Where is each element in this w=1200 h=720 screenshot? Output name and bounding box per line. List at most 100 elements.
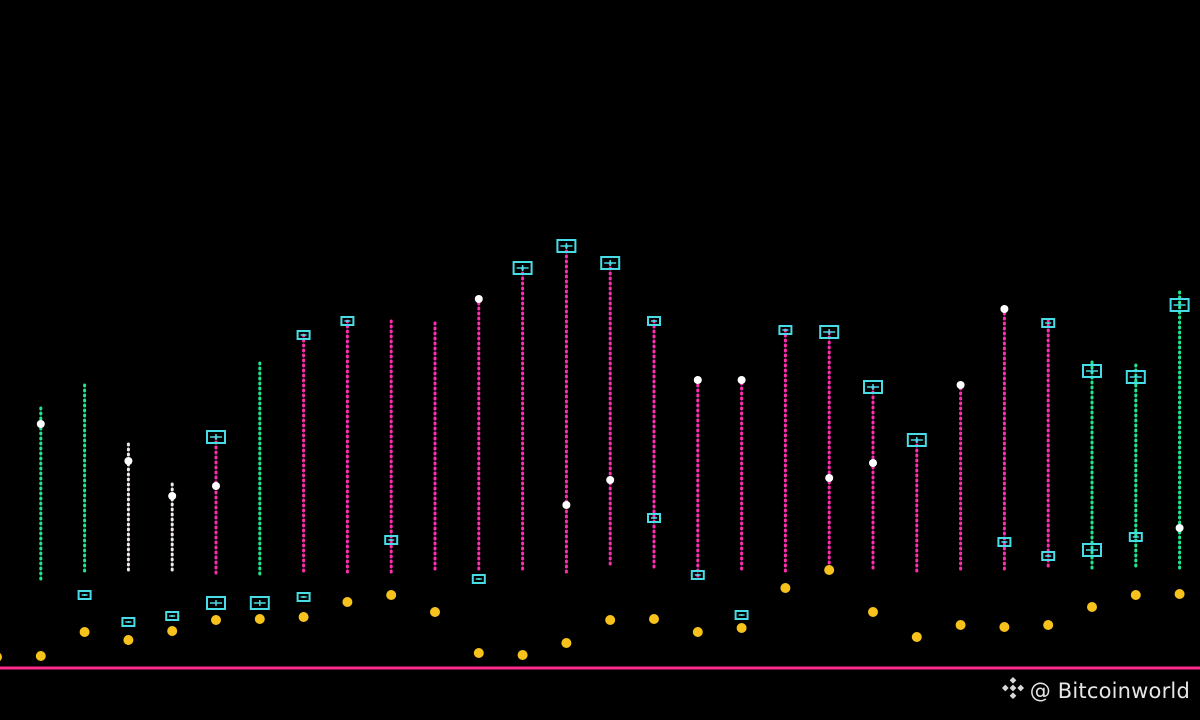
column-17 [734,376,749,633]
low-marker [167,626,178,636]
highlight-dot [212,482,220,490]
column-13 [556,239,577,648]
box-marker [512,261,533,275]
box-marker [1082,543,1102,557]
column-19 [819,325,840,575]
low-marker [780,583,791,593]
low-marker [0,653,2,661]
low-marker [517,650,528,660]
small-box-marker [1128,532,1143,542]
small-box-marker [1041,551,1056,561]
box-marker [206,430,226,444]
highlight-dot [606,476,615,484]
column-0 [0,653,2,661]
low-marker [1174,589,1185,599]
column-14 [600,256,621,625]
highlight-dot [825,474,834,482]
column-6 [249,361,270,624]
highlight-dot [36,420,45,428]
column-4 [165,482,180,636]
box-marker [600,256,621,270]
column-1 [35,406,46,661]
low-marker [911,632,922,642]
low-marker [999,622,1010,632]
low-marker [211,615,221,625]
small-box-marker [1041,318,1056,328]
low-marker [736,623,747,633]
binance-diamond-icon [1000,675,1026,706]
low-marker [955,620,966,630]
low-marker [254,614,265,624]
column-8 [340,316,355,607]
column-25 [1082,360,1102,612]
highlight-dot [562,501,571,509]
watermark: @ Bitcoinworld [1000,675,1190,706]
highlight-dot [737,376,746,384]
watermark-text: @ Bitcoinworld [1029,678,1190,703]
small-box-marker [471,574,486,584]
column-24 [1041,318,1056,630]
low-marker [123,635,134,645]
low-marker [79,627,90,637]
box-marker [1082,364,1102,378]
box-marker [1125,370,1146,384]
column-3 [121,442,136,645]
low-marker [605,615,616,625]
small-box-marker [997,537,1012,547]
low-marker [342,597,353,607]
box-marker [819,325,840,339]
column-18 [778,325,793,593]
column-9 [384,319,399,600]
low-marker [824,565,835,575]
box-marker [1169,298,1190,312]
low-marker [35,651,46,661]
highlight-dot [474,295,483,303]
low-marker [561,638,572,648]
column-20 [863,380,883,617]
highlight-dot [1000,305,1009,313]
small-box-marker [77,590,92,600]
small-box-marker [340,316,355,326]
highlight-dot [869,459,877,467]
box-marker [206,596,226,610]
column-2 [77,383,92,637]
low-marker [430,607,440,617]
box-marker [556,239,577,253]
box-marker [249,596,270,610]
column-5 [206,430,226,625]
small-box-marker [647,316,661,326]
column-27 [1169,290,1190,599]
highlight-dot [956,381,965,389]
column-12 [512,261,533,660]
small-box-marker [296,592,311,602]
highlight-dot [168,492,177,500]
low-marker [1087,602,1097,612]
column-11 [471,295,486,658]
small-box-marker [296,330,311,340]
low-marker [1130,590,1141,600]
column-23 [997,305,1012,632]
column-16 [690,376,705,637]
small-box-marker [647,513,661,523]
low-marker [1043,620,1054,630]
box-marker [863,380,883,394]
low-marker [386,590,397,600]
column-7 [296,330,311,622]
low-marker [649,614,659,624]
low-marker [692,627,703,637]
column-10 [430,321,440,617]
highlight-dot [124,457,133,465]
low-marker [298,612,309,622]
column-22 [955,381,966,630]
small-box-marker [734,610,749,620]
small-box-marker [384,535,399,545]
small-box-marker [690,570,705,580]
small-box-marker [165,611,180,621]
small-box-marker [778,325,793,335]
small-box-marker [121,617,136,627]
column-15 [647,316,661,624]
data-columns [0,239,1190,661]
highlight-dot [693,376,702,384]
box-marker [906,433,927,447]
